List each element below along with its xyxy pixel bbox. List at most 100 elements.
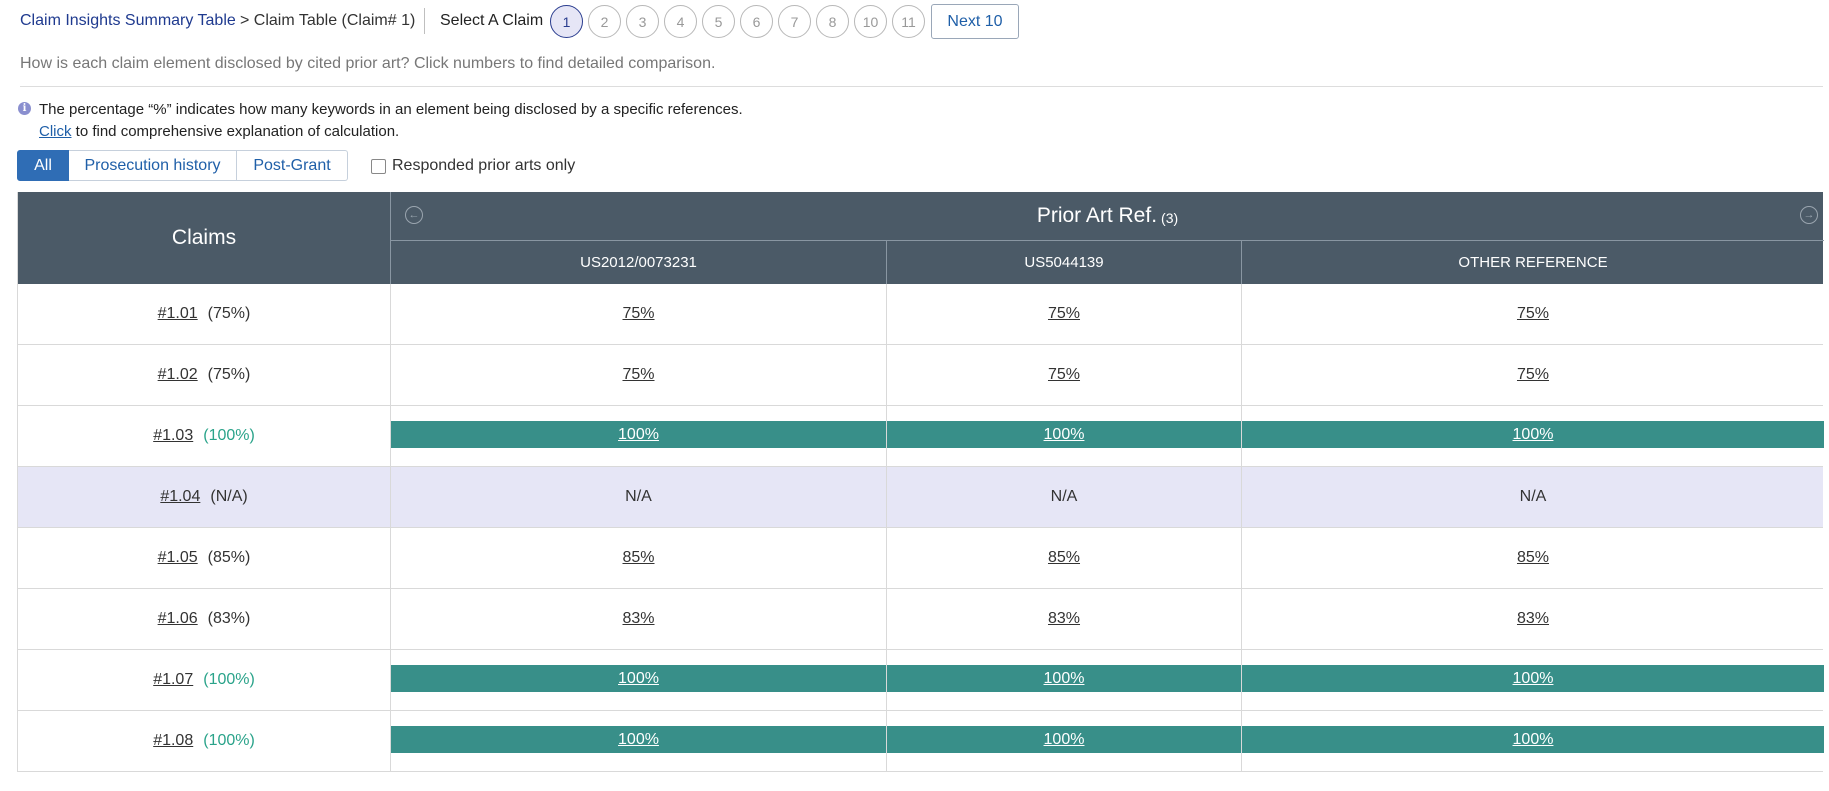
filter-tabs: All Prosecution history Post-Grant <box>17 150 348 181</box>
reference-value-cell: 100% <box>391 406 887 466</box>
calculation-info: Click to find comprehensive explanation … <box>39 123 399 140</box>
claim-button-11[interactable]: 11 <box>892 5 925 38</box>
reference-value-cell: 83% <box>1242 589 1824 649</box>
claim-element-link[interactable]: #1.08 <box>153 732 194 749</box>
claim-percentage: (100%) <box>203 732 255 749</box>
reference-percentage-link[interactable]: 100% <box>1512 425 1554 443</box>
next-10-button[interactable]: Next 10 <box>931 4 1019 39</box>
claim-percentage: (75%) <box>207 366 251 383</box>
claims-header: Claims <box>18 192 391 284</box>
table-body: #1.01 (75%) 75% 75% 75% #1.02 (75%) 75% 75% 75% #1… <box>18 284 1824 772</box>
full-disclosure-bar: 100% <box>887 726 1241 753</box>
reference-percentage-link[interactable]: 100% <box>618 669 659 687</box>
table-row: #1.05 (85%) 85% 85% 85% <box>18 528 1823 589</box>
prior-art-header: ← Prior Art Ref. (3) → <box>391 192 1824 241</box>
arrow-left-icon[interactable]: ← <box>405 206 423 224</box>
reference-value-cell: 75% <box>1242 345 1824 405</box>
reference-value-cell: 100% <box>1242 711 1824 771</box>
claim-cell: #1.06 (83%) <box>18 589 391 649</box>
claim-element-link[interactable]: #1.03 <box>153 427 194 444</box>
claim-percentage: (75%) <box>207 305 251 322</box>
reference-value-cell: 75% <box>1242 284 1824 344</box>
reference-percentage-link[interactable]: 83% <box>1047 610 1081 627</box>
reference-percentage-link[interactable]: 75% <box>1047 366 1081 383</box>
reference-value-cell: 75% <box>391 284 887 344</box>
claim-percentage: (85%) <box>207 549 251 566</box>
reference-value-cell: 100% <box>391 711 887 771</box>
tab-prosecution-history[interactable]: Prosecution history <box>69 150 237 181</box>
percentage-info-text: The percentage “%” indicates how many ke… <box>39 101 743 118</box>
reference-percentage-link[interactable]: 83% <box>622 610 655 627</box>
tab-all[interactable]: All <box>17 150 69 181</box>
responded-checkbox[interactable] <box>371 158 386 174</box>
tab-post-grant[interactable]: Post-Grant <box>237 150 348 181</box>
claim-element-link[interactable]: #1.02 <box>157 366 198 383</box>
claim-percentage: (100%) <box>203 671 255 688</box>
divider <box>20 86 1823 87</box>
claim-cell: #1.01 (75%) <box>18 284 391 344</box>
reference-value-cell: 75% <box>887 345 1242 405</box>
top-bar: Claim Insights Summary Table > Claim Tab… <box>0 0 1829 42</box>
reference-percentage-link[interactable]: 85% <box>1047 549 1081 566</box>
claim-element-link[interactable]: #1.07 <box>153 671 194 688</box>
reference-percentage-link[interactable]: 85% <box>1516 549 1550 566</box>
full-disclosure-bar: 100% <box>391 665 886 692</box>
header-divider <box>424 8 425 34</box>
reference-value-cell: 75% <box>887 284 1242 344</box>
reference-percentage-link[interactable]: 100% <box>1512 730 1554 748</box>
claim-element-link[interactable]: #1.05 <box>157 549 198 566</box>
full-disclosure-bar: 100% <box>391 421 886 448</box>
reference-value-cell: 75% <box>391 345 887 405</box>
reference-value: N/A <box>1050 488 1078 505</box>
full-disclosure-bar: 100% <box>1242 665 1824 692</box>
claim-button-8[interactable]: 8 <box>816 5 849 38</box>
reference-percentage-link[interactable]: 75% <box>1516 305 1550 322</box>
reference-percentage-link[interactable]: 100% <box>1512 669 1554 687</box>
reference-percentage-link[interactable]: 75% <box>622 305 655 322</box>
claim-button-1[interactable]: 1 <box>550 5 583 38</box>
reference-header-3: OTHER REFERENCE <box>1458 254 1608 271</box>
reference-header-1: US2012/0073231 <box>391 241 887 284</box>
claim-button-4[interactable]: 4 <box>664 5 697 38</box>
reference-percentage-link[interactable]: 83% <box>1516 610 1550 627</box>
calculation-explanation-link[interactable]: Click <box>39 123 72 140</box>
reference-percentage-link[interactable]: 100% <box>618 730 659 748</box>
table-row: #1.04 (N/A) N/A N/A N/A <box>18 467 1823 528</box>
reference-value-cell: 100% <box>1242 406 1824 466</box>
reference-percentage-link[interactable]: 85% <box>622 549 655 566</box>
full-disclosure-bar: 100% <box>1242 726 1824 753</box>
claim-element-link[interactable]: #1.06 <box>157 610 198 627</box>
table-row: #1.08 (100%) 100% 100% 100% <box>18 711 1824 772</box>
reference-value-cell: 100% <box>887 711 1242 771</box>
table-row: #1.02 (75%) 75% 75% 75% <box>18 345 1823 406</box>
claim-button-3[interactable]: 3 <box>626 5 659 38</box>
claim-button-5[interactable]: 5 <box>702 5 735 38</box>
question-text: How is each claim element disclosed by c… <box>20 55 716 72</box>
reference-value-cell: 100% <box>887 406 1242 466</box>
claim-button-2[interactable]: 2 <box>588 5 621 38</box>
breadcrumb-summary-link[interactable]: Claim Insights Summary Table <box>20 12 236 29</box>
claim-element-link[interactable]: #1.04 <box>160 488 201 505</box>
reference-percentage-link[interactable]: 75% <box>1047 305 1081 322</box>
reference-value-cell: 85% <box>391 528 887 588</box>
table-header: Claims ← Prior Art Ref. (3) → US2012/007… <box>18 192 1824 284</box>
reference-percentage-link[interactable]: 100% <box>1043 669 1085 687</box>
responded-filter[interactable]: Responded prior arts only <box>371 157 575 175</box>
reference-value-cell: 100% <box>391 650 887 710</box>
claim-cell: #1.07 (100%) <box>18 650 391 710</box>
table-row: #1.06 (83%) 83% 83% 83% <box>18 589 1823 650</box>
arrow-right-icon[interactable]: → <box>1800 206 1818 224</box>
claim-button-6[interactable]: 6 <box>740 5 773 38</box>
reference-percentage-link[interactable]: 100% <box>1043 425 1085 443</box>
claim-button-10[interactable]: 10 <box>854 5 887 38</box>
select-claim-label: Select A Claim <box>440 12 544 29</box>
reference-percentage-link[interactable]: 100% <box>1043 730 1085 748</box>
reference-percentage-link[interactable]: 100% <box>618 425 659 443</box>
reference-value-cell: 100% <box>887 650 1242 710</box>
reference-percentage-link[interactable]: 75% <box>1516 366 1550 383</box>
prior-art-title: Prior Art Ref. <box>1036 204 1158 227</box>
claim-button-7[interactable]: 7 <box>778 5 811 38</box>
claim-cell: #1.03 (100%) <box>18 406 391 466</box>
claim-element-link[interactable]: #1.01 <box>157 305 198 322</box>
reference-percentage-link[interactable]: 75% <box>622 366 655 383</box>
